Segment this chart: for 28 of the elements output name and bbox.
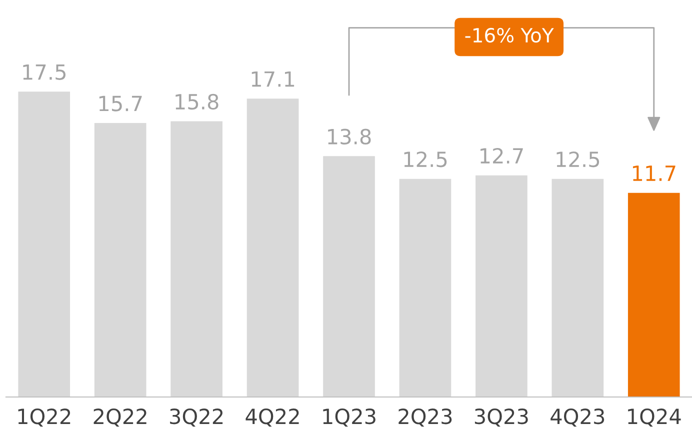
bar (323, 156, 375, 397)
bar (399, 178, 452, 397)
data-label: 17.1 (252, 71, 294, 87)
bar (628, 192, 680, 397)
x-tick-label: 4Q23 (550, 408, 604, 427)
data-label: 15.8 (176, 94, 218, 110)
data-label: 17.5 (23, 64, 66, 80)
data-label: 12.7 (480, 148, 523, 164)
text: -16% YoY (465, 28, 554, 43)
bar (476, 175, 528, 397)
bar (94, 123, 146, 397)
x-tick-label: 3Q22 (170, 408, 223, 427)
bar (552, 178, 604, 397)
data-label: 12.5 (556, 151, 600, 168)
x-tick-label: 2Q23 (398, 408, 452, 427)
bar (170, 121, 222, 397)
data-label: 15.7 (99, 96, 142, 112)
bar (246, 98, 299, 397)
bar (18, 92, 70, 397)
x-tick-label: 3Q23 (474, 408, 528, 427)
x-tick-label: 1Q24 (628, 408, 681, 427)
x-tick-label: 4Q22 (246, 408, 299, 427)
data-label: 13.8 (328, 128, 371, 145)
x-tick-label: 2Q22 (94, 408, 146, 427)
data-label: 11.7 (632, 166, 676, 181)
x-tick-label: 1Q23 (323, 408, 376, 427)
x-tick-label: 1Q22 (18, 408, 70, 427)
data-label: 12.5 (404, 151, 447, 168)
